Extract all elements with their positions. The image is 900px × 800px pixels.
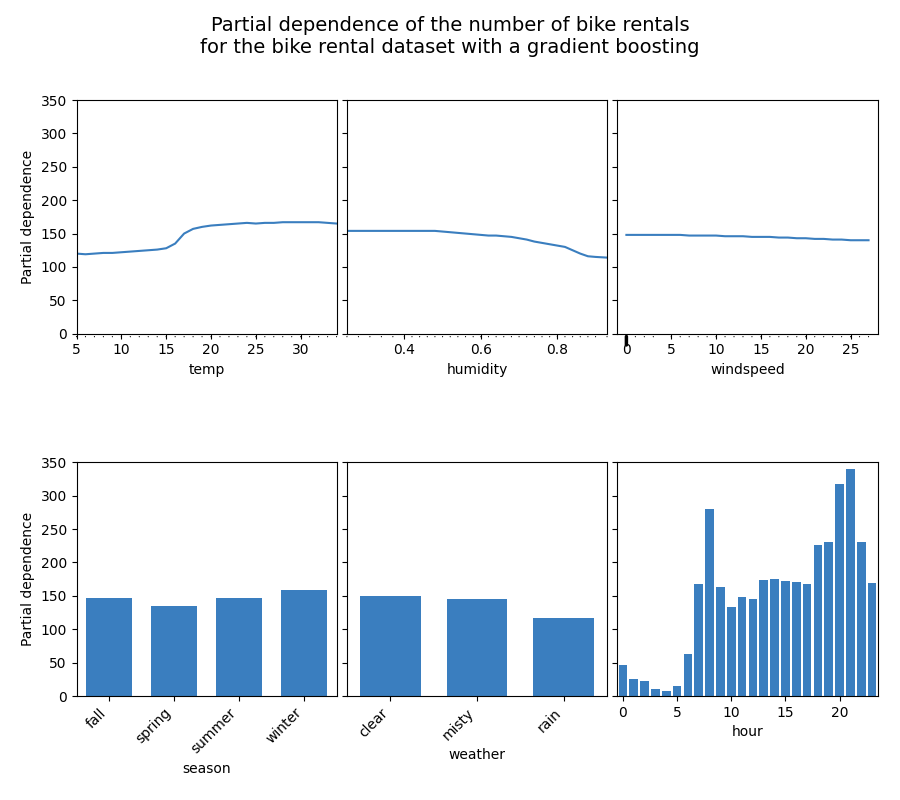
- Bar: [781, 581, 789, 696]
- Bar: [662, 690, 670, 696]
- Bar: [835, 484, 844, 696]
- Bar: [86, 598, 131, 696]
- X-axis label: humidity: humidity: [446, 363, 508, 377]
- Bar: [792, 582, 801, 696]
- X-axis label: hour: hour: [732, 726, 763, 739]
- Bar: [683, 654, 692, 696]
- X-axis label: season: season: [182, 762, 230, 775]
- Bar: [216, 598, 262, 696]
- Bar: [282, 590, 327, 696]
- X-axis label: weather: weather: [448, 748, 506, 762]
- Bar: [672, 686, 681, 696]
- X-axis label: temp: temp: [188, 363, 225, 377]
- Bar: [651, 690, 660, 696]
- Bar: [534, 618, 594, 696]
- Bar: [760, 581, 768, 696]
- Bar: [857, 542, 866, 696]
- Bar: [824, 542, 833, 696]
- Text: Partial dependence of the number of bike rentals
for the bike rental dataset wit: Partial dependence of the number of bike…: [200, 16, 700, 57]
- Bar: [695, 584, 703, 696]
- Bar: [446, 598, 508, 696]
- Bar: [846, 469, 855, 696]
- Bar: [618, 666, 627, 696]
- Bar: [629, 678, 638, 696]
- Bar: [360, 596, 420, 696]
- Bar: [803, 584, 812, 696]
- Bar: [151, 606, 197, 696]
- Bar: [770, 579, 778, 696]
- Y-axis label: Partial dependence: Partial dependence: [21, 512, 35, 646]
- Bar: [706, 509, 714, 696]
- X-axis label: windspeed: windspeed: [710, 363, 785, 377]
- Bar: [814, 545, 823, 696]
- Bar: [727, 607, 735, 696]
- Bar: [868, 583, 877, 696]
- Bar: [749, 599, 757, 696]
- Y-axis label: Partial dependence: Partial dependence: [21, 150, 35, 284]
- Bar: [716, 587, 725, 696]
- Bar: [738, 597, 746, 696]
- Bar: [640, 682, 649, 696]
